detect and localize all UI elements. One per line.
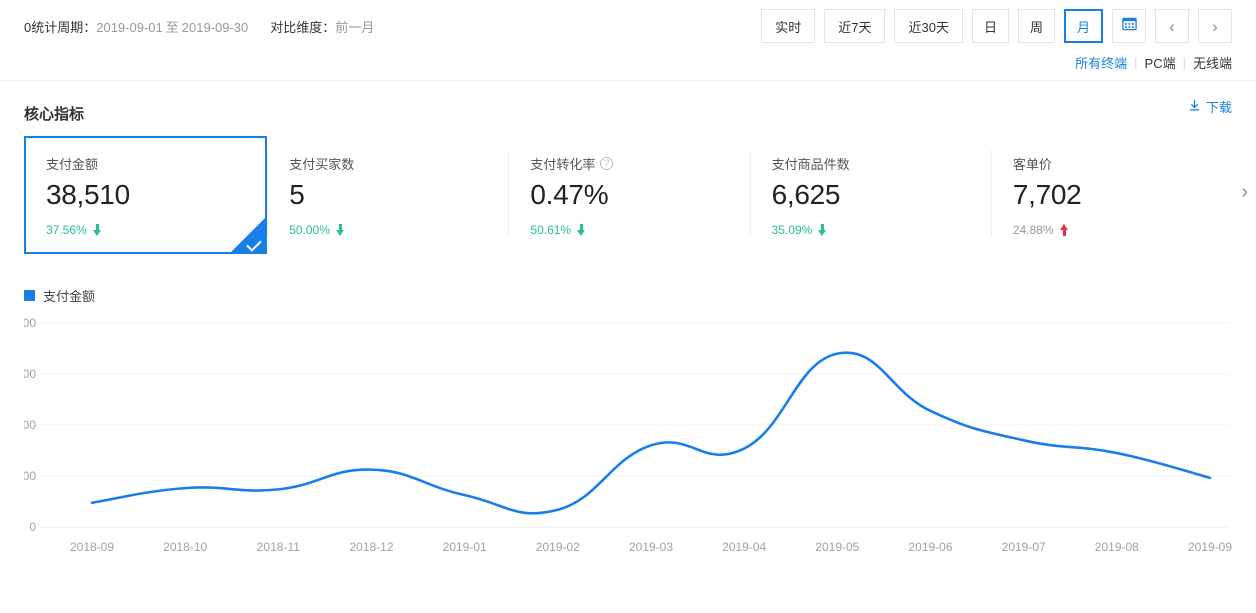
metric-card-paid-items[interactable]: 支付商品件数 6,625 35.09% — [749, 136, 991, 254]
metric-value: 6,625 — [771, 179, 841, 210]
metric-card-payment-amount[interactable]: 支付金额 38,510 37.56% — [24, 136, 268, 254]
metric-delta: 50.61% — [530, 223, 749, 237]
metric-cards-carousel: 支付金额 38,510 37.56% 支付买家数 5 50.00% — [24, 136, 1248, 256]
arrow-down-icon — [335, 223, 345, 236]
carousel-next-button[interactable]: › — [1241, 181, 1248, 203]
range-button-month[interactable]: 月 — [1063, 9, 1103, 43]
metric-cards: 支付金额 38,510 37.56% 支付买家数 5 50.00% — [24, 136, 1233, 254]
range-button-last30days[interactable]: 近30天 — [894, 9, 963, 43]
next-period-button[interactable]: › — [1198, 9, 1232, 43]
x-axis-tick-label: 2018-12 — [349, 540, 393, 554]
x-axis-tick-label: 2019-06 — [908, 540, 952, 554]
metric-label: 客单价 — [1013, 154, 1232, 173]
selected-corner — [231, 218, 266, 252]
y-axis-tick-label: 80,000 — [24, 418, 36, 432]
range-button-week[interactable]: 周 — [1017, 9, 1055, 43]
y-axis-tick-label: 0 — [29, 520, 36, 534]
metric-label: 支付商品件数 — [772, 154, 991, 173]
compare-value: 前一月 — [335, 20, 375, 35]
arrow-down-icon — [577, 223, 586, 236]
terminal-filter-wireless[interactable]: 无线端 — [1192, 56, 1232, 71]
terminal-filter-separator-2: | — [1182, 55, 1186, 70]
metric-value: 0.47% — [530, 179, 609, 210]
page-title: 核心指标 — [24, 105, 85, 123]
arrow-down-icon — [92, 223, 102, 236]
period-label: 0统计周期： — [24, 20, 97, 35]
chart-legend[interactable]: 支付金额 — [24, 286, 1232, 305]
metric-value: 7,702 — [1012, 179, 1082, 210]
chart-series-line — [90, 351, 1212, 515]
x-axis-tick-label: 2019-05 — [815, 540, 859, 554]
download-icon — [1188, 99, 1206, 115]
core-metrics-panel: 核心指标 下载 支付金额 38,510 37.56% — [0, 81, 1256, 613]
legend-swatch-icon — [24, 290, 35, 301]
metric-delta-percent: 50.00% — [289, 222, 330, 237]
terminal-filter-all[interactable]: 所有终端 — [1075, 56, 1128, 71]
x-axis-tick-label: 2019-08 — [1095, 540, 1139, 554]
metric-card-paying-buyers[interactable]: 支付买家数 5 50.00% — [267, 136, 509, 254]
metric-delta: 37.56% — [46, 223, 265, 237]
period-separator: 至 — [165, 20, 179, 35]
question-mark-icon[interactable]: ? — [600, 157, 614, 170]
metric-label-text: 支付买家数 — [289, 157, 355, 172]
x-axis-tick-label: 2018-10 — [163, 540, 207, 554]
metric-label: 支付转化率 ? — [530, 154, 749, 173]
metric-label-text: 支付商品件数 — [771, 157, 850, 172]
x-axis-tick-label: 2019-01 — [443, 540, 487, 554]
x-axis-tick-label: 2019-04 — [722, 540, 766, 554]
chevron-right-icon: › — [1212, 16, 1218, 36]
metric-delta: 50.00% — [289, 223, 508, 237]
metric-delta-percent: 35.09% — [771, 222, 813, 237]
terminal-filter-pc[interactable]: PC端 — [1144, 56, 1176, 71]
previous-period-button[interactable]: ‹ — [1155, 9, 1189, 43]
metric-delta: 35.09% — [772, 223, 991, 237]
x-axis-tick-label: 2019-07 — [1002, 540, 1046, 554]
x-axis-tick-label: 2019-09 — [1188, 540, 1232, 554]
arrow-down-icon — [818, 223, 827, 236]
metric-value: 5 — [289, 179, 305, 210]
range-button-realtime[interactable]: 实时 — [761, 9, 816, 43]
range-button-day[interactable]: 日 — [971, 9, 1009, 43]
download-label: 下载 — [1205, 100, 1232, 115]
x-axis-tick-label: 2019-03 — [629, 540, 673, 554]
metric-label-text: 支付转化率 — [530, 157, 596, 172]
y-axis-tick-label: 40,000 — [24, 469, 36, 483]
x-axis-tick-label: 2018-09 — [70, 540, 114, 554]
chevron-left-icon: ‹ — [1169, 16, 1175, 36]
metric-delta: 24.88% — [1013, 223, 1232, 237]
date-range-button-group: 实时 近7天 近30天 日 周 月 ‹ › — [761, 9, 1232, 43]
metric-value: 38,510 — [46, 179, 130, 210]
calendar-button[interactable] — [1112, 9, 1146, 43]
terminal-filter-bar: 所有终端 | PC端 | 无线端 — [0, 53, 1256, 81]
metric-delta-percent: 24.88% — [1012, 222, 1054, 237]
terminal-filter-separator-1: | — [1134, 55, 1138, 70]
y-axis-tick-label: 120,000 — [24, 367, 36, 381]
period-info: 0统计周期：2019-09-01 至 2019-09-30 对比维度：前一月 — [24, 17, 374, 36]
terminal-filter-links: 所有终端 | PC端 | 无线端 — [1075, 53, 1232, 72]
legend-label: 支付金额 — [43, 289, 96, 304]
chart-svg: 0 40,000 80,000 120,000 160,000 2018-09 2018-1… — [24, 316, 1232, 554]
metric-card-average-order-value[interactable]: 客单价 7,702 24.88% — [990, 136, 1233, 254]
metric-label-text: 支付金额 — [46, 157, 99, 172]
metric-label-text: 客单价 — [1012, 157, 1052, 172]
metric-delta-percent: 50.61% — [530, 222, 572, 237]
panel-header: 核心指标 下载 — [24, 81, 1232, 131]
range-button-last7days[interactable]: 近7天 — [824, 9, 886, 43]
metric-card-payment-conversion-rate[interactable]: 支付转化率 ? 0.47% 50.61% — [508, 136, 750, 254]
toolbar: 0统计周期：2019-09-01 至 2019-09-30 对比维度：前一月 实时 近… — [0, 0, 1256, 53]
metric-label: 支付买家数 — [289, 154, 508, 173]
x-axis-tick-label: 2018-11 — [257, 540, 300, 554]
metric-label: 支付金额 — [46, 154, 265, 173]
compare-label: 对比维度： — [270, 20, 336, 35]
arrow-up-icon — [1059, 223, 1069, 236]
period-end: 2019-09-30 — [181, 20, 249, 35]
x-axis-tick-label: 2019-02 — [536, 540, 580, 554]
download-button[interactable]: 下载 — [1188, 97, 1232, 116]
payment-amount-line-chart[interactable]: 0 40,000 80,000 120,000 160,000 2018-09 2018-1… — [24, 315, 1232, 570]
calendar-icon — [1121, 16, 1137, 36]
metric-delta-percent: 37.56% — [46, 222, 87, 237]
y-axis-tick-label: 160,000 — [24, 316, 36, 330]
period-start: 2019-09-01 — [96, 20, 163, 35]
